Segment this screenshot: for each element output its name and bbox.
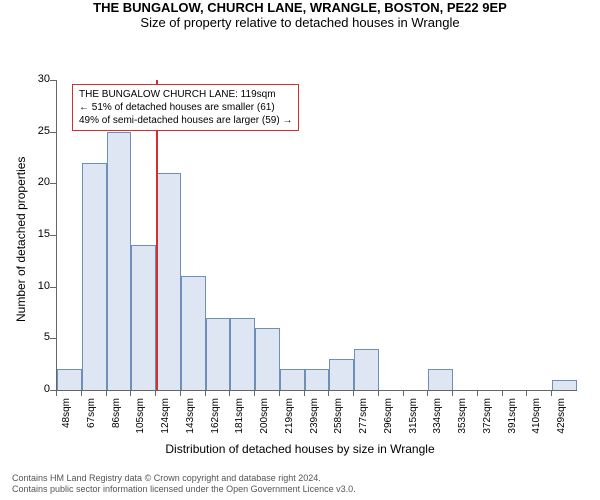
x-tick-label: 67sqm	[86, 398, 97, 443]
x-tick-mark	[254, 390, 255, 396]
x-axis-label: Distribution of detached houses by size …	[0, 442, 600, 456]
x-tick-label: 143sqm	[185, 398, 196, 443]
x-tick-label: 239sqm	[309, 398, 320, 443]
x-tick-mark	[328, 390, 329, 396]
x-tick-mark	[304, 390, 305, 396]
y-tick-label: 10	[20, 280, 50, 292]
x-tick-mark	[229, 390, 230, 396]
x-tick-label: 277sqm	[358, 398, 369, 443]
histogram-bar	[255, 328, 280, 390]
x-tick-mark	[551, 390, 552, 396]
x-tick-label: 48sqm	[61, 398, 72, 443]
y-tick-mark	[50, 183, 56, 184]
histogram-bar	[280, 369, 305, 390]
histogram-bar	[354, 349, 379, 390]
histogram-bar	[305, 369, 330, 390]
x-tick-mark	[353, 390, 354, 396]
histogram-bar	[131, 245, 156, 390]
page-subtitle: Size of property relative to detached ho…	[0, 15, 600, 30]
x-tick-mark	[56, 390, 57, 396]
x-tick-label: 181sqm	[234, 398, 245, 443]
histogram-bar	[82, 163, 107, 390]
x-tick-mark	[403, 390, 404, 396]
x-tick-label: 353sqm	[457, 398, 468, 443]
y-tick-label: 0	[20, 383, 50, 395]
footer-attribution: Contains HM Land Registry data © Crown c…	[12, 473, 356, 496]
x-tick-label: 105sqm	[135, 398, 146, 443]
y-tick-label: 30	[20, 73, 50, 85]
x-tick-mark	[502, 390, 503, 396]
x-tick-mark	[180, 390, 181, 396]
x-tick-label: 429sqm	[556, 398, 567, 443]
histogram-bar	[107, 132, 132, 390]
x-tick-label: 162sqm	[210, 398, 221, 443]
histogram-bar	[156, 173, 181, 390]
info-line-1: THE BUNGALOW CHURCH LANE: 119sqm	[79, 88, 292, 101]
y-tick-mark	[50, 80, 56, 81]
x-tick-mark	[279, 390, 280, 396]
histogram-bar	[552, 380, 577, 390]
y-tick-label: 20	[20, 176, 50, 188]
histogram-bar	[57, 369, 82, 390]
x-tick-label: 372sqm	[482, 398, 493, 443]
y-tick-label: 25	[20, 125, 50, 137]
x-tick-label: 391sqm	[507, 398, 518, 443]
x-tick-mark	[130, 390, 131, 396]
x-tick-label: 200sqm	[259, 398, 270, 443]
histogram-bar	[428, 369, 453, 390]
histogram-chart: Number of detached properties Distributi…	[0, 30, 600, 460]
x-tick-mark	[155, 390, 156, 396]
y-tick-mark	[50, 338, 56, 339]
x-tick-label: 410sqm	[531, 398, 542, 443]
info-box: THE BUNGALOW CHURCH LANE: 119sqm ← 51% o…	[72, 84, 299, 131]
x-tick-mark	[205, 390, 206, 396]
x-tick-label: 86sqm	[111, 398, 122, 443]
y-tick-mark	[50, 287, 56, 288]
footer-line-2: Contains public sector information licen…	[12, 484, 356, 496]
histogram-bar	[181, 276, 206, 390]
info-line-3: 49% of semi-detached houses are larger (…	[79, 114, 292, 127]
y-tick-mark	[50, 132, 56, 133]
footer-line-1: Contains HM Land Registry data © Crown c…	[12, 473, 356, 485]
x-tick-label: 334sqm	[432, 398, 443, 443]
histogram-bar	[206, 318, 231, 390]
y-tick-mark	[50, 235, 56, 236]
x-tick-mark	[81, 390, 82, 396]
x-tick-mark	[452, 390, 453, 396]
x-tick-label: 124sqm	[160, 398, 171, 443]
y-tick-label: 5	[20, 331, 50, 343]
y-tick-label: 15	[20, 228, 50, 240]
page-title: THE BUNGALOW, CHURCH LANE, WRANGLE, BOST…	[0, 0, 600, 15]
x-tick-mark	[526, 390, 527, 396]
histogram-bar	[230, 318, 255, 390]
x-tick-label: 219sqm	[284, 398, 295, 443]
info-line-2: ← 51% of detached houses are smaller (61…	[79, 101, 292, 114]
x-tick-mark	[106, 390, 107, 396]
x-tick-label: 296sqm	[383, 398, 394, 443]
x-tick-mark	[427, 390, 428, 396]
histogram-bar	[329, 359, 354, 390]
x-tick-label: 315sqm	[408, 398, 419, 443]
x-tick-mark	[378, 390, 379, 396]
x-tick-mark	[477, 390, 478, 396]
x-tick-label: 258sqm	[333, 398, 344, 443]
